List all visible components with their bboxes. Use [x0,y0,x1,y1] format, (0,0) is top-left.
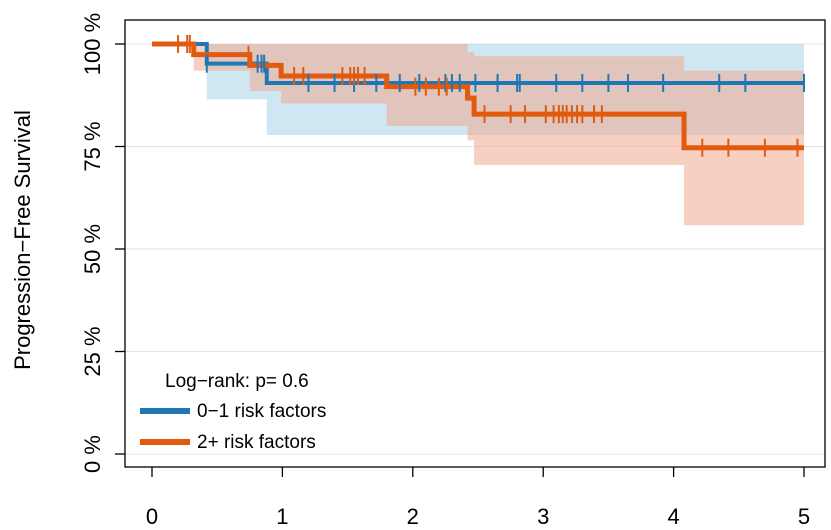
y-tick-label: 100 % [80,13,105,75]
y-tick-label: 0 % [80,435,105,473]
y-tick-label: 75 % [80,121,105,171]
x-tick-label: 5 [798,504,810,529]
survival-line-0 [152,42,804,85]
censor-marks [177,35,805,157]
legend-label-0: 0−1 risk factors [197,401,326,422]
y-axis-label: Progression−Free Survival [10,110,35,370]
plot-box [124,19,826,468]
x-tick-label: 2 [407,504,419,529]
legend-label-1: 2+ risk factors [197,432,316,453]
survival-curves [152,41,804,151]
legend: Log−rank: p= 0.6 0−1 risk factors 2+ ris… [140,371,326,453]
ci-band-1 [152,44,804,226]
x-tick-label: 3 [537,504,549,529]
x-tick-label: 1 [276,504,288,529]
y-tick-label: 50 % [80,224,105,274]
x-tick-label: 4 [667,504,679,529]
confidence-bands [152,44,804,226]
survival-line-1 [152,41,804,151]
x-tick-label: 0 [146,504,158,529]
logrank-annotation: Log−rank: p= 0.6 [165,371,309,392]
axes: 0 1 2 3 4 50 %25 %50 %75 %100 % [80,13,810,529]
y-tick-label: 25 % [80,326,105,376]
